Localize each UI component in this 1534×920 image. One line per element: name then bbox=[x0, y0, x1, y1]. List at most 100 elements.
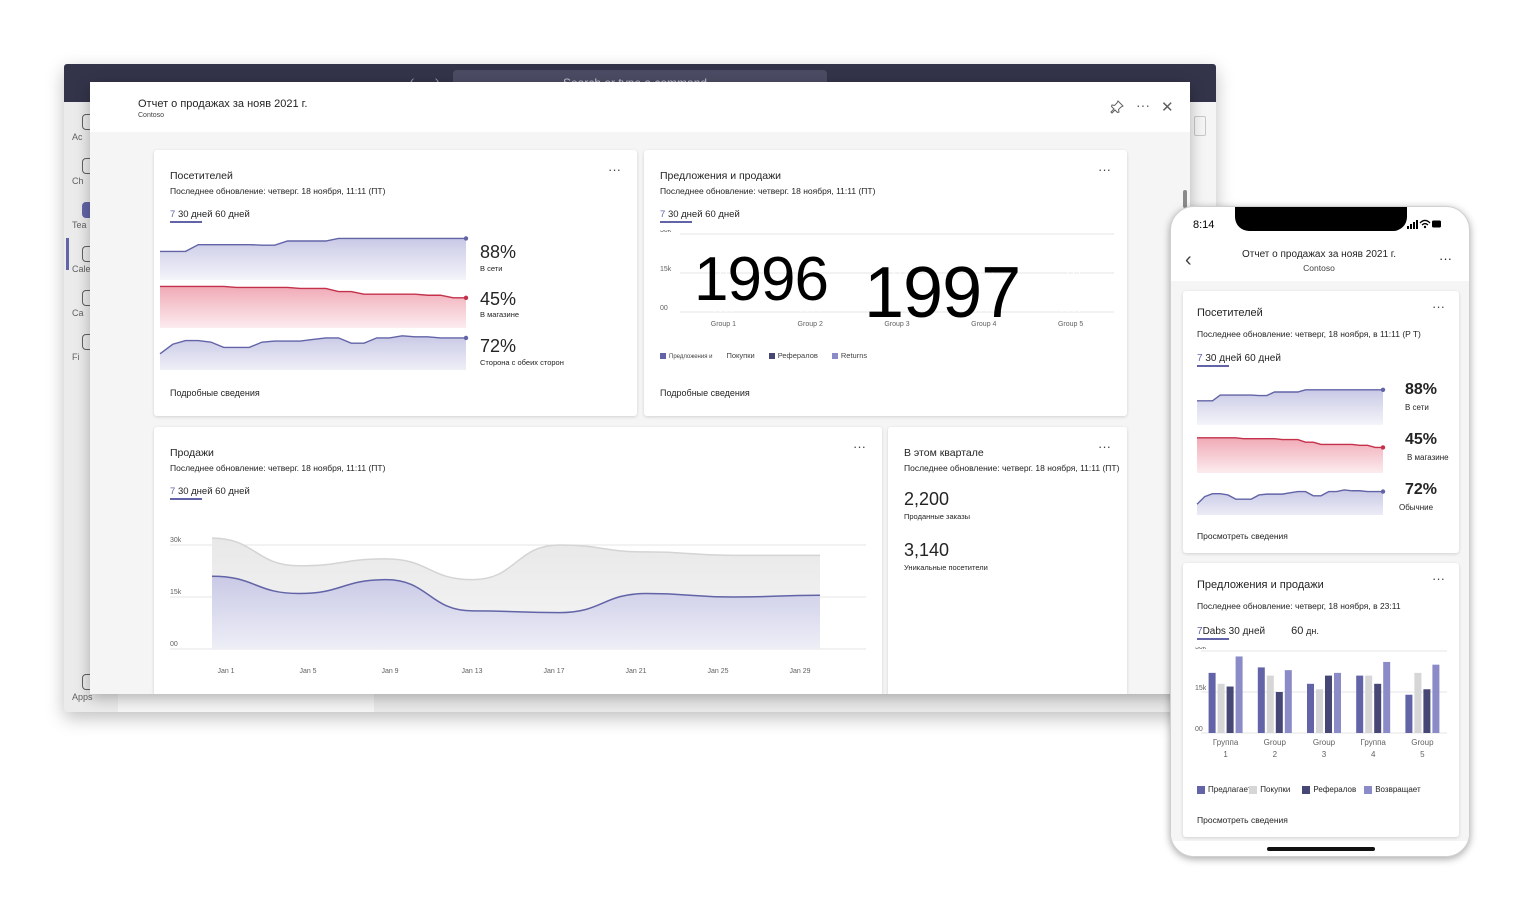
x-tick-label: Jan 21 bbox=[625, 668, 646, 675]
tab-7-days[interactable]: 7 bbox=[170, 486, 176, 497]
sales-area-chart: 00 15k 30k Jan 1 Jan 5 Jan 9 Jan 13 Jan 17 Jan 2… bbox=[170, 537, 866, 675]
year-overlay-1997: 1997 bbox=[864, 253, 1021, 333]
sparkline-area bbox=[160, 238, 466, 280]
y-tick-label: 00 bbox=[170, 641, 178, 648]
card-title: Посетителей bbox=[170, 170, 233, 182]
details-link[interactable]: Просмотреть сведения bbox=[1197, 815, 1288, 825]
sparkline-area bbox=[1197, 489, 1383, 515]
more-icon[interactable]: ··· bbox=[1432, 299, 1445, 314]
sparkline-2 bbox=[160, 285, 466, 299]
tab-7-days[interactable]: 7 bbox=[1197, 626, 1203, 637]
x-tick-label: 1 bbox=[1223, 750, 1228, 759]
sparkline-end-point bbox=[1380, 387, 1386, 392]
tab-30-60-days[interactable]: 30 дней 60 дней bbox=[177, 209, 250, 220]
bar bbox=[800, 249, 802, 312]
y-tick-label: 15k bbox=[660, 266, 672, 273]
more-icon[interactable]: ··· bbox=[608, 162, 621, 177]
x-tick-label: Jan 9 bbox=[381, 668, 398, 675]
home-indicator bbox=[1267, 847, 1375, 851]
bar bbox=[806, 257, 808, 312]
bar bbox=[905, 244, 907, 312]
close-icon[interactable]: ✕ bbox=[1161, 99, 1174, 116]
sparkline-area bbox=[160, 335, 466, 370]
y-tick-label: 00 bbox=[660, 305, 668, 312]
bar bbox=[1061, 275, 1063, 312]
bar bbox=[1365, 675, 1373, 733]
dialog-scrollbar[interactable] bbox=[1183, 190, 1187, 208]
x-tick-label: Group 3 bbox=[884, 321, 909, 328]
period-tabs[interactable]: 7 30 дней 60 дней bbox=[660, 209, 740, 220]
bar bbox=[1307, 683, 1314, 733]
phone-offers-card: Предложения и продажи Последнее обновлен… bbox=[1183, 563, 1459, 837]
bar bbox=[893, 267, 895, 312]
phone-title: Отчет о продажах за нояв 2021 г. bbox=[1242, 249, 1396, 260]
bar bbox=[980, 247, 982, 312]
area-line bbox=[211, 575, 821, 614]
x-tick-label: Group bbox=[1313, 738, 1336, 747]
tab-30-days[interactable]: Dabs 30 дней bbox=[1202, 626, 1266, 637]
tab-7-days[interactable]: 7 bbox=[170, 209, 176, 220]
bar bbox=[818, 252, 820, 312]
card-updated: Последнее обновление: четверг, 18 ноября… bbox=[1197, 601, 1401, 611]
x-tick-label: 2 bbox=[1273, 750, 1278, 759]
bar bbox=[992, 244, 994, 312]
x-tick-label: Group bbox=[1264, 738, 1287, 747]
kpi-visitors-value: 3,140 bbox=[904, 540, 950, 560]
more-icon[interactable]: ··· bbox=[1098, 162, 1111, 177]
x-tick-label: Jan 5 bbox=[299, 668, 316, 675]
y-tick-label: 30k bbox=[1195, 647, 1207, 651]
tab-7-days[interactable]: 7 bbox=[660, 209, 666, 220]
dialog-subtitle: Contoso bbox=[138, 112, 165, 119]
details-link[interactable]: Просмотреть сведения bbox=[1197, 531, 1288, 541]
dialog-header: Отчет о продажах за нояв 2021 г. Contoso… bbox=[90, 82, 1190, 132]
tab-30-60-days[interactable]: 30 дней 60 дней bbox=[177, 486, 250, 497]
report-dialog: Отчет о продажах за нояв 2021 г. Contoso… bbox=[90, 82, 1190, 694]
more-icon[interactable]: ··· bbox=[1432, 571, 1445, 586]
bar bbox=[1334, 672, 1341, 733]
x-tick-label: Group 5 bbox=[1058, 321, 1083, 328]
y-tick-label: 15k bbox=[170, 589, 182, 596]
period-tabs[interactable]: 7 30 дней 60 дней bbox=[170, 209, 250, 220]
metric-both-value: 72% bbox=[480, 336, 517, 356]
year-overlay-1996: 1996 bbox=[694, 245, 829, 314]
more-icon[interactable]: ··· bbox=[1136, 97, 1150, 113]
back-chevron-icon[interactable]: ‹ bbox=[1185, 249, 1192, 271]
sparkline-end-point bbox=[1380, 489, 1386, 494]
legend-item: Рефералов bbox=[768, 351, 818, 360]
bar bbox=[1275, 692, 1283, 733]
card-updated: Последнее обновление: четверг. 18 ноября… bbox=[170, 463, 386, 473]
visitors-sparklines bbox=[159, 236, 469, 370]
bar bbox=[1325, 675, 1332, 733]
x-tick-label: 3 bbox=[1322, 750, 1327, 759]
details-link[interactable]: Подробные сведения bbox=[660, 388, 750, 398]
bar bbox=[1217, 683, 1225, 733]
bar bbox=[1316, 689, 1323, 733]
bar bbox=[1073, 270, 1075, 312]
metric-online-value: 88% bbox=[1405, 381, 1438, 398]
metric-both-label: Обычние bbox=[1399, 503, 1434, 512]
tab-60[interactable]: 60 bbox=[1291, 625, 1304, 637]
card-updated: Последнее обновление: четверг. 18 ноября… bbox=[660, 186, 876, 196]
tab-7-days[interactable]: 7 bbox=[1197, 353, 1203, 364]
status-time: 8:14 bbox=[1193, 219, 1215, 231]
x-tick-label: Group 4 bbox=[971, 321, 996, 328]
chart-legend: Предлагает Покупки Рефералов Возвращает bbox=[1197, 785, 1421, 794]
status-icons bbox=[1407, 218, 1443, 233]
pin-icon[interactable] bbox=[1110, 100, 1124, 114]
sparkline-area bbox=[160, 286, 466, 328]
period-tabs[interactable]: 7Dabs 30 дней 60 дн. bbox=[1197, 625, 1319, 637]
more-icon[interactable]: ··· bbox=[853, 439, 866, 454]
window-control[interactable] bbox=[1194, 116, 1206, 136]
period-tabs[interactable]: 7 30 дней 60 дней bbox=[1197, 353, 1281, 364]
metric-store-value: 45% bbox=[480, 289, 517, 309]
metric-online-label: В сети bbox=[480, 264, 503, 273]
bar bbox=[974, 254, 976, 312]
more-icon[interactable]: ··· bbox=[1098, 439, 1111, 454]
details-link[interactable]: Подробные сведения bbox=[170, 388, 260, 398]
period-tabs[interactable]: 7 30 дней 60 дней bbox=[170, 486, 250, 497]
more-icon[interactable]: ··· bbox=[1439, 251, 1452, 266]
legend-item: Returns bbox=[831, 351, 867, 360]
tab-30-60-days[interactable]: 30 дней 60 дней bbox=[1205, 353, 1281, 364]
sparkline-1 bbox=[1197, 389, 1383, 402]
tab-30-60-days[interactable]: 30 дней 60 дней bbox=[667, 209, 740, 220]
